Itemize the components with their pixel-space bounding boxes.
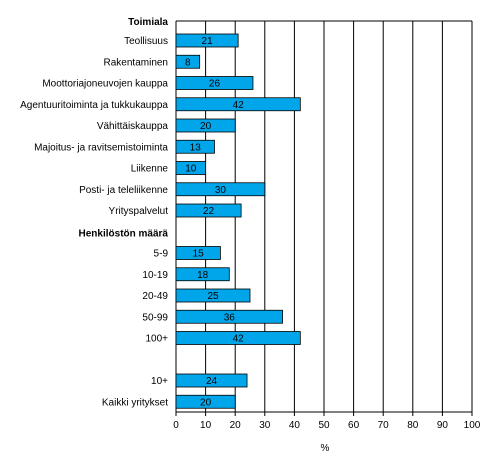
- category-label: Teollisuus: [124, 36, 168, 47]
- bar-value-label: 10: [185, 164, 197, 175]
- x-tick-label: 80: [407, 420, 419, 431]
- bar-value-label: 25: [207, 291, 219, 302]
- category-label: 20-49: [142, 291, 168, 302]
- bar-value-label: 13: [190, 142, 202, 153]
- bar-value-label: 15: [193, 249, 205, 260]
- bar: [175, 246, 221, 260]
- bar: [175, 118, 236, 133]
- bar-value-label: 22: [203, 206, 215, 217]
- category-label: Rakentaminen: [104, 57, 168, 68]
- bar-value-label: 26: [209, 79, 221, 90]
- category-label: 5-9: [154, 249, 169, 260]
- category-label: 10-19: [142, 270, 168, 281]
- bar-value-label: 42: [233, 100, 245, 111]
- bar-value-label: 21: [202, 36, 214, 47]
- category-label: Posti- ja teleliikenne: [79, 185, 168, 196]
- category-labels: Toimiala Teollisuus Rakentaminen Moottoriaj…: [20, 17, 168, 408]
- bar: [175, 288, 251, 303]
- x-axis-label: %: [321, 443, 330, 454]
- bar-value-label: 30: [215, 185, 227, 196]
- x-tick-label: 20: [230, 420, 242, 431]
- bar-value-label: 24: [206, 376, 218, 387]
- bar: [175, 76, 254, 90]
- bar: [175, 309, 283, 324]
- category-label: Liikenne: [131, 164, 169, 175]
- x-tick-label: 100: [464, 420, 481, 431]
- bar: [175, 97, 301, 112]
- category-label: Agentuuritoiminta ja tukkukauppa: [20, 100, 168, 111]
- bar: [175, 331, 301, 345]
- bar-value-label: 42: [233, 334, 245, 345]
- category-label: Moottoriajoneuvojen kauppa: [42, 79, 168, 90]
- bar: [175, 182, 266, 197]
- x-tick-label: 60: [348, 420, 360, 431]
- bar: [175, 33, 239, 48]
- group-heading: Henkilöstön määrä: [79, 228, 169, 239]
- bar: [175, 54, 201, 69]
- bar: [175, 394, 236, 409]
- bar-value-label: 20: [200, 121, 212, 132]
- category-label: 10+: [151, 376, 168, 387]
- category-label: Yrityspalvelut: [109, 206, 169, 217]
- category-label: 50-99: [142, 312, 168, 323]
- bar: [175, 203, 242, 218]
- category-label: Majoitus- ja ravitsemistoiminta: [34, 142, 168, 153]
- x-tick-label: 30: [259, 420, 271, 431]
- x-tick-label: 40: [289, 420, 301, 431]
- bar-value-label: 20: [200, 397, 212, 408]
- bar: [175, 267, 230, 282]
- category-label: Vähittäiskauppa: [97, 121, 169, 132]
- group-heading: Toimiala: [128, 17, 168, 28]
- x-tick-label: 10: [200, 420, 212, 431]
- bar-value-label: 36: [224, 312, 236, 323]
- bar-value-label: 18: [197, 270, 209, 281]
- category-label: 100+: [145, 334, 168, 345]
- bar: [175, 139, 215, 154]
- bar: [175, 373, 248, 388]
- x-tick-label: 50: [318, 420, 330, 431]
- category-label: Kaikki yritykset: [102, 397, 168, 408]
- bar-value-label: 8: [185, 57, 191, 68]
- x-tick-label: 0: [173, 420, 179, 431]
- x-tick-label: 90: [437, 420, 449, 431]
- bar: [175, 161, 207, 175]
- x-axis: 0 10 20 30 40 50 60 70 80 90 100: [173, 411, 481, 431]
- x-tick-label: 70: [378, 420, 390, 431]
